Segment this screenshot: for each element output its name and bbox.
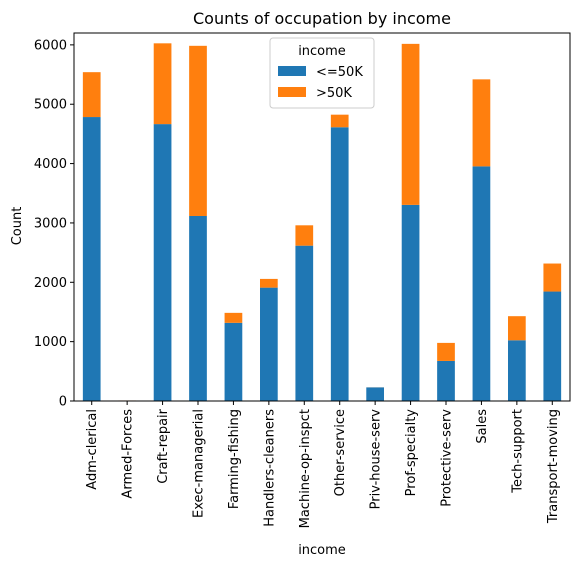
x-tick-label-5: Handlers-cleaners — [262, 409, 277, 527]
bar-gt50k-2 — [153, 43, 172, 125]
legend-title: income — [298, 44, 346, 59]
x-tick-label-11: Sales — [475, 409, 490, 444]
y-tick-label-6: 6000 — [34, 38, 67, 53]
bar-gt50k-9 — [401, 43, 420, 205]
legend-swatch-0 — [278, 66, 306, 76]
chart-title: Counts of occupation by income — [193, 9, 451, 28]
bar-le50k-8 — [366, 387, 384, 401]
x-tick-label-2: Craft-repair — [156, 408, 171, 483]
x-tick-label-12: Tech-support — [510, 409, 525, 494]
bar-le50k-0 — [82, 117, 101, 402]
legend-swatch-1 — [278, 87, 306, 97]
x-tick-label-10: Protective-serv — [440, 409, 455, 507]
x-axis-label: income — [298, 543, 346, 558]
x-tick-label-6: Machine-op-inspct — [298, 409, 313, 528]
bar-gt50k-4 — [224, 312, 243, 323]
y-tick-label-5: 5000 — [34, 98, 67, 113]
y-axis-label: Count — [10, 207, 25, 246]
x-tick-label-13: Transport-moving — [546, 409, 561, 524]
bar-le50k-7 — [330, 127, 349, 401]
bar-gt50k-5 — [260, 278, 278, 288]
x-tick-label-1: Armed-Forces — [121, 409, 136, 499]
bars — [82, 43, 562, 402]
bar-gt50k-11 — [472, 79, 491, 167]
x-axis: Adm-clerical Armed-Forces Craft-repair Exec… — [85, 401, 561, 528]
x-tick-label-4: Farming-fishing — [227, 409, 242, 509]
y-tick-label-0: 0 — [59, 395, 67, 410]
x-tick-label-0: Adm-clerical — [85, 409, 100, 490]
x-tick-label-8: Priv-house-serv — [369, 409, 384, 510]
x-tick-label-9: Prof-specialty — [404, 409, 419, 497]
bar-le50k-4 — [224, 322, 243, 401]
legend-label-1: >50K — [316, 86, 352, 101]
bar-le50k-6 — [295, 245, 314, 401]
y-tick-label-2: 2000 — [34, 276, 67, 291]
legend-label-0: <=50K — [316, 65, 363, 80]
bar-gt50k-0 — [82, 72, 101, 118]
bar-le50k-3 — [189, 215, 207, 401]
bar-gt50k-10 — [437, 342, 455, 361]
bar-le50k-13 — [543, 291, 562, 401]
y-tick-label-1: 1000 — [34, 335, 67, 350]
y-tick-label-4: 4000 — [34, 157, 67, 172]
x-tick-label-7: Other-service — [333, 409, 348, 496]
bar-le50k-10 — [437, 360, 455, 401]
bar-gt50k-13 — [543, 263, 562, 292]
legend: income <=50K >50K — [269, 37, 375, 109]
y-axis: 0 1000 2000 3000 4000 5000 6000 — [34, 38, 74, 410]
bar-le50k-2 — [153, 124, 172, 401]
bar-le50k-5 — [260, 287, 278, 401]
plot-frame — [73, 32, 571, 402]
bar-le50k-11 — [472, 166, 491, 401]
y-tick-label-3: 3000 — [34, 216, 67, 231]
bar-gt50k-6 — [295, 225, 314, 246]
bar-le50k-12 — [508, 340, 526, 401]
bar-gt50k-3 — [189, 45, 207, 216]
bar-gt50k-12 — [508, 316, 526, 341]
bar-gt50k-7 — [330, 114, 349, 128]
bar-le50k-9 — [401, 204, 420, 401]
x-tick-label-3: Exec-managerial — [192, 409, 207, 518]
